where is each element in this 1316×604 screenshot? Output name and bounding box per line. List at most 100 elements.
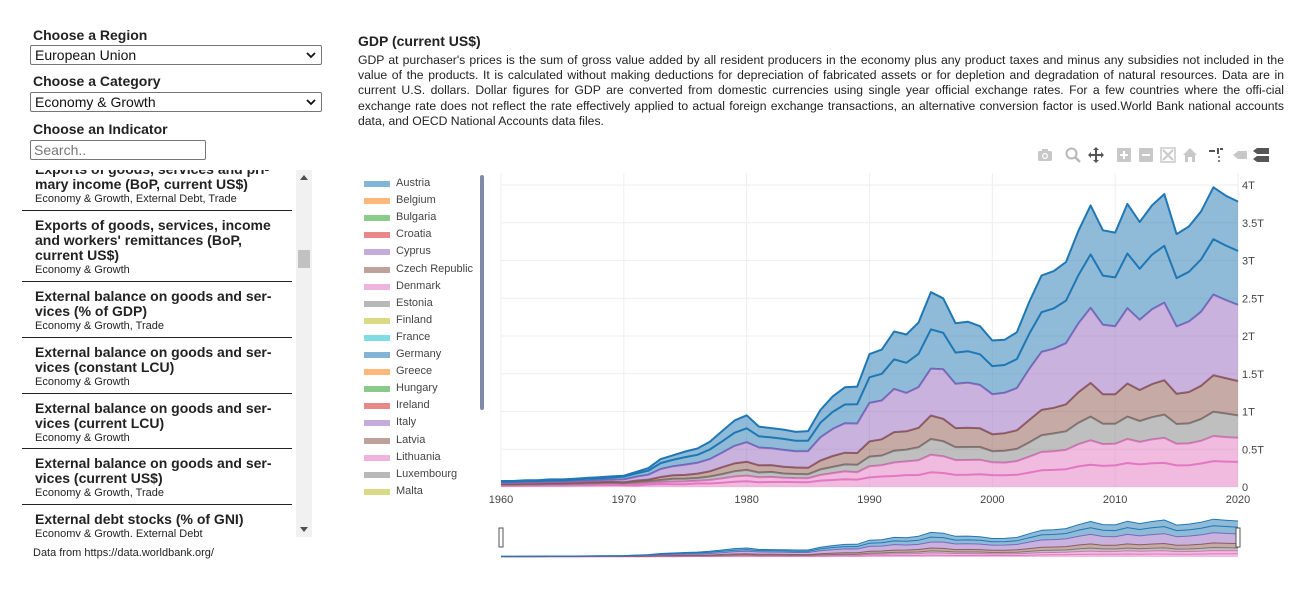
legend-item-germany[interactable]: Germany — [362, 346, 477, 363]
legend-item-denmark[interactable]: Denmark — [362, 278, 477, 295]
indicator-title: External debt stocks (% of GNI) — [35, 511, 244, 527]
legend-label: Estonia — [396, 296, 433, 309]
indicator-categories: Economy & Growth — [35, 264, 130, 276]
legend-item-finland[interactable]: Finland — [362, 312, 477, 329]
indicator-search-input[interactable]: Search.. — [30, 140, 206, 160]
legend-swatch — [364, 300, 390, 307]
indicator-title: External balance on goods and ser-vices … — [35, 400, 272, 431]
list-item[interactable]: Exports of goods, services, income and w… — [22, 211, 292, 282]
legend-label: Malta — [396, 484, 423, 497]
legend-swatch — [364, 369, 390, 376]
legend-item-bulgaria[interactable]: Bulgaria — [362, 209, 477, 226]
legend-swatch — [364, 283, 390, 290]
legend-label: Croatia — [396, 228, 432, 241]
legend-swatch — [364, 420, 390, 427]
legend-item-ireland[interactable]: Ireland — [362, 397, 477, 414]
legend-item-croatia[interactable]: Croatia — [362, 226, 477, 243]
indicator-categories: Economy & Growth — [35, 376, 130, 388]
series-line-6 — [501, 186, 1239, 482]
legend-item-czech-republic[interactable]: Czech Republic — [362, 261, 477, 278]
region-label: Choose a Region — [33, 27, 148, 43]
list-item[interactable]: External balance on goods and ser-vices … — [22, 394, 292, 449]
list-item[interactable]: External debt stocks (% of GNI) Economy … — [22, 505, 292, 538]
range-slider-plot — [501, 518, 1239, 558]
spike-lines-icon[interactable] — [1207, 146, 1225, 164]
scroll-down-icon[interactable] — [300, 527, 308, 532]
range-slider-handle-left — [498, 527, 504, 548]
legend-item-hungary[interactable]: Hungary — [362, 380, 477, 397]
scroll-up-icon[interactable] — [300, 175, 308, 180]
legend-label: Germany — [396, 348, 442, 360]
legend-swatch — [364, 232, 390, 239]
search-placeholder: Search.. — [34, 142, 87, 158]
legend-item-greece[interactable]: Greece — [362, 363, 477, 380]
list-item[interactable]: External balance on goods and ser-vices … — [22, 449, 292, 505]
legend-item-luxembourg[interactable]: Luxembourg — [362, 466, 477, 483]
legend-swatch — [364, 454, 390, 461]
indicator-title: Exports of goods, services, income and w… — [35, 217, 271, 263]
autoscale-icon[interactable] — [1159, 146, 1177, 164]
legend-label: Ireland — [396, 399, 430, 412]
legend-item-malta[interactable]: Malta — [362, 483, 477, 498]
chart-areas — [501, 186, 1239, 487]
series-area-6 — [501, 187, 1238, 482]
legend-label: Bulgaria — [396, 211, 437, 224]
hover-closest-icon[interactable] — [1231, 146, 1249, 164]
indicator-list-scrollbar[interactable] — [296, 170, 312, 537]
y-tick-label: 0 — [1242, 482, 1248, 494]
indicator-list[interactable]: Exports of goods, services and pri-mary … — [22, 170, 292, 537]
legend-label: Italy — [396, 416, 417, 429]
zoom-icon[interactable] — [1064, 146, 1082, 164]
x-tick-label: 1980 — [734, 494, 758, 506]
series-area-5 — [501, 239, 1238, 483]
pan-icon[interactable] — [1087, 146, 1105, 164]
category-select[interactable]: Economy & Growth — [30, 92, 322, 112]
slider-line-6 — [501, 518, 1239, 557]
legend-label: Finland — [396, 313, 433, 326]
legend-swatch — [364, 249, 390, 256]
legend-item-lithuania[interactable]: Lithuania — [362, 449, 477, 466]
indicator-label: Choose an Indicator — [33, 121, 168, 137]
series-area-2 — [501, 411, 1238, 486]
slider-area-2 — [501, 547, 1238, 557]
list-item[interactable]: External balance on goods and ser-vices … — [22, 282, 292, 338]
list-item[interactable]: Exports of goods, services and pri-mary … — [22, 170, 292, 211]
legend-item-cyprus[interactable]: Cyprus — [362, 243, 477, 260]
legend-swatch — [364, 181, 390, 187]
legend-item-estonia[interactable]: Estonia — [362, 295, 477, 312]
legend-swatch — [364, 386, 390, 393]
legend-label: Cyprus — [396, 245, 431, 258]
legend-item-france[interactable]: France — [362, 329, 477, 346]
scrollbar-thumb[interactable] — [298, 250, 310, 268]
x-tick-label: 1960 — [489, 494, 513, 506]
legend-swatch — [364, 488, 390, 495]
slider-area-3 — [501, 542, 1238, 557]
legend-label: Czech Republic — [396, 262, 474, 275]
y-tick-label: 4T — [1242, 180, 1255, 192]
x-tick-label: 1970 — [612, 494, 636, 506]
legend-swatch — [364, 334, 390, 341]
legend-label: Austria — [396, 177, 431, 189]
indicator-title: External balance on goods and ser-vices … — [35, 344, 272, 375]
list-item[interactable]: External balance on goods and ser-vices … — [22, 338, 292, 394]
indicator-title-heading: GDP (current US$) — [358, 33, 481, 49]
indicator-categories: Economy & Growth, External Debt, Trade — [35, 193, 237, 205]
legend-swatch — [364, 352, 390, 358]
legend-item-belgium[interactable]: Belgium — [362, 192, 477, 209]
legend-scrollbar[interactable] — [480, 175, 484, 410]
legend-item-italy[interactable]: Italy — [362, 414, 477, 431]
hover-compare-icon[interactable] — [1252, 146, 1270, 164]
legend-item-austria[interactable]: Austria — [362, 175, 477, 192]
y-tick-label: 2T — [1242, 331, 1255, 343]
category-label: Choose a Category — [33, 73, 161, 89]
chart-legend[interactable]: Austria Belgium Bulgaria Croatia Cyprus Czech… — [362, 175, 477, 498]
camera-icon[interactable] — [1036, 146, 1054, 164]
zoom-out-icon[interactable] — [1137, 146, 1155, 164]
slider-area-6 — [501, 519, 1238, 557]
y-tick-label: 2.5T — [1242, 293, 1264, 305]
home-icon[interactable] — [1181, 146, 1199, 164]
legend-item-latvia[interactable]: Latvia — [362, 432, 477, 449]
zoom-in-icon[interactable] — [1115, 146, 1133, 164]
region-select[interactable]: European Union — [30, 45, 322, 65]
